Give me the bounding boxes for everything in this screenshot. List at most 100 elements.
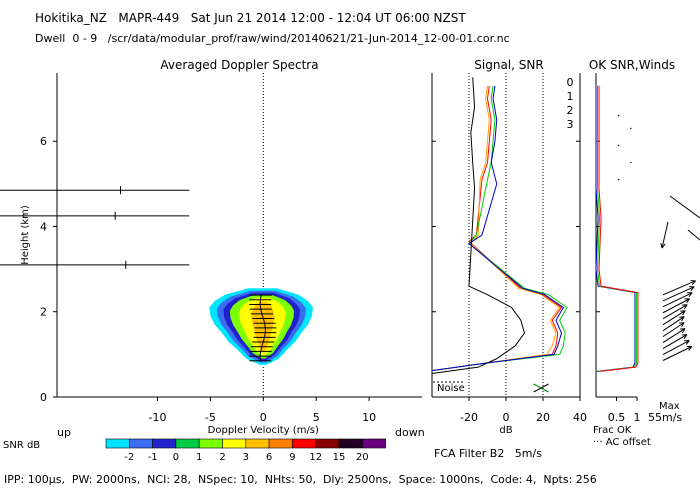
- colorbar-swatch: [222, 438, 247, 449]
- wind-arrow-low: [662, 310, 686, 326]
- spectra-down-label: down: [395, 426, 425, 439]
- colorbar-swatch: [152, 438, 177, 449]
- wind-arrow-low-head: [686, 298, 690, 304]
- ok-frac-series: [595, 85, 636, 372]
- wind-arrow-low-head: [681, 316, 685, 322]
- ac-offset-dot: [630, 127, 632, 130]
- colorbar-tick-label: 15: [333, 452, 346, 463]
- max-label: Max: [659, 401, 680, 412]
- ac-offset-dot: [617, 114, 620, 117]
- ac-offset-dot: [617, 144, 620, 147]
- colorbar-tick-label: 0: [173, 452, 179, 463]
- colorbar-swatch: [175, 438, 200, 449]
- colorbar-tick-label: 2: [219, 452, 225, 463]
- wind-arrow-top: [669, 195, 700, 219]
- snr-x-tick-label: 20: [536, 411, 550, 424]
- colorbar-tick-label: 1: [196, 452, 202, 463]
- snr-x-tick-label: 40: [573, 411, 587, 424]
- colorbar-tick-label: 6: [266, 452, 272, 463]
- ac-offset-dot: [630, 161, 632, 164]
- wind-arrow-low-head: [680, 310, 686, 312]
- snr-colorbar: SNR dB-2 -1 0 1 2 3 6 9 12 15 20: [3, 438, 386, 463]
- wind-arrow-low: [662, 316, 685, 332]
- wind-arrow-mid-head: [660, 243, 663, 249]
- colorbar-swatch: [292, 438, 316, 449]
- spectra-up-label: up: [57, 426, 71, 439]
- wind-arrow-mid: [661, 221, 669, 249]
- spectra-x-tick-label: 10: [362, 411, 376, 424]
- snr-legend-3: 3: [567, 118, 574, 131]
- max-value: 55m/s: [648, 411, 682, 424]
- wind-arrow-low-head: [691, 280, 696, 285]
- spectra-title: Averaged Doppler Spectra: [160, 58, 318, 72]
- wind-arrow-low-head: [681, 322, 685, 328]
- spectra-y-tick-label: 6: [40, 135, 47, 148]
- wind-arrow-low: [662, 346, 692, 361]
- spectra-x-label: Doppler Velocity (m/s): [208, 425, 319, 436]
- snr-legend-2: 2: [567, 104, 574, 117]
- wind-arrow-low: [662, 280, 696, 296]
- snr-series-3: [431, 85, 565, 372]
- snr-cross-mark: [533, 383, 549, 393]
- spectra-x-tick-label: -10: [149, 411, 167, 424]
- colorbar-swatch: [268, 438, 293, 449]
- wind-arrow-low-head: [682, 310, 686, 316]
- colorbar-swatch: [361, 438, 386, 449]
- wind-arrow-low-head: [680, 328, 686, 330]
- spectra-y-tick-label: 0: [40, 391, 47, 404]
- snr-series-1: [431, 85, 561, 372]
- ac-offset-dot: [617, 178, 620, 181]
- colorbar-swatch: [198, 438, 223, 449]
- colorbar-tick-label: -2: [124, 452, 134, 463]
- snr-series-0: [431, 85, 563, 372]
- spectra-y-tick-label: 4: [40, 220, 47, 233]
- colorbar-swatch: [105, 438, 130, 449]
- ok-x-tick-label: 0.5: [608, 411, 626, 424]
- colorbar-swatch: [338, 438, 363, 449]
- wind-arrow-low-head: [685, 340, 690, 345]
- snr-legend-0: 0: [567, 76, 574, 89]
- wind-arrow-low: [662, 328, 686, 344]
- wind-arrow-low-head: [688, 292, 693, 298]
- colorbar-tick-label: 9: [289, 452, 295, 463]
- wind-arrow-low-head: [690, 286, 695, 291]
- wind-arrow-low-head: [683, 334, 688, 339]
- colorbar-swatch: [245, 438, 270, 449]
- wind-arrow-mid-head: [661, 243, 666, 249]
- spectra-x-tick-label: 5: [313, 411, 320, 424]
- colorbar-swatch: [315, 438, 340, 449]
- title-line-2: Dwell 0 - 9 /scr/data/modular_prof/raw/w…: [35, 32, 510, 45]
- ok-x-tick-label: 1: [634, 411, 641, 424]
- doppler-spectra-panel: Averaged Doppler Spectra 0 2 4 6 Height (km) -…: [0, 58, 425, 439]
- ok-title: OK SNR,Winds: [589, 58, 675, 72]
- wind-arrow-low: [662, 286, 695, 302]
- colorbar-tick-label: 20: [356, 452, 369, 463]
- colorbar-swatch: [129, 438, 153, 449]
- snr-legend-1: 1: [567, 90, 574, 103]
- wind-arrow-low-head: [679, 316, 685, 318]
- snr-title: Signal, SNR: [474, 58, 543, 72]
- wind-arrow-low: [662, 292, 693, 308]
- wind-arrow-low-head: [679, 322, 685, 324]
- wind-arrow-upper: [687, 229, 700, 241]
- spectra-x-tick-label: 0: [260, 411, 267, 424]
- wind-arrow-low: [662, 334, 688, 349]
- snr-series-signal: [431, 77, 526, 375]
- snr-x-tick-label: -20: [460, 411, 478, 424]
- wind-arrow-low-head: [688, 346, 693, 351]
- wind-arrow-low: [662, 340, 690, 355]
- wind-arrow-low-head: [683, 304, 688, 310]
- wind-arrow-low-head: [681, 328, 686, 334]
- colorbar-tick-label: 12: [309, 452, 322, 463]
- snr-x-label: dB: [499, 425, 512, 436]
- wind-arrow-low: [662, 304, 688, 320]
- spectra-x-tick-label: -5: [205, 411, 216, 424]
- fca-filter-label: FCA Filter B2 5m/s: [434, 447, 542, 460]
- colorbar-label: SNR dB: [3, 440, 40, 451]
- ok-ac-offset-label: ··· AC offset: [593, 437, 651, 448]
- spectra-y-label: Height (km): [20, 205, 31, 265]
- snr-x-tick-label: 0: [503, 411, 510, 424]
